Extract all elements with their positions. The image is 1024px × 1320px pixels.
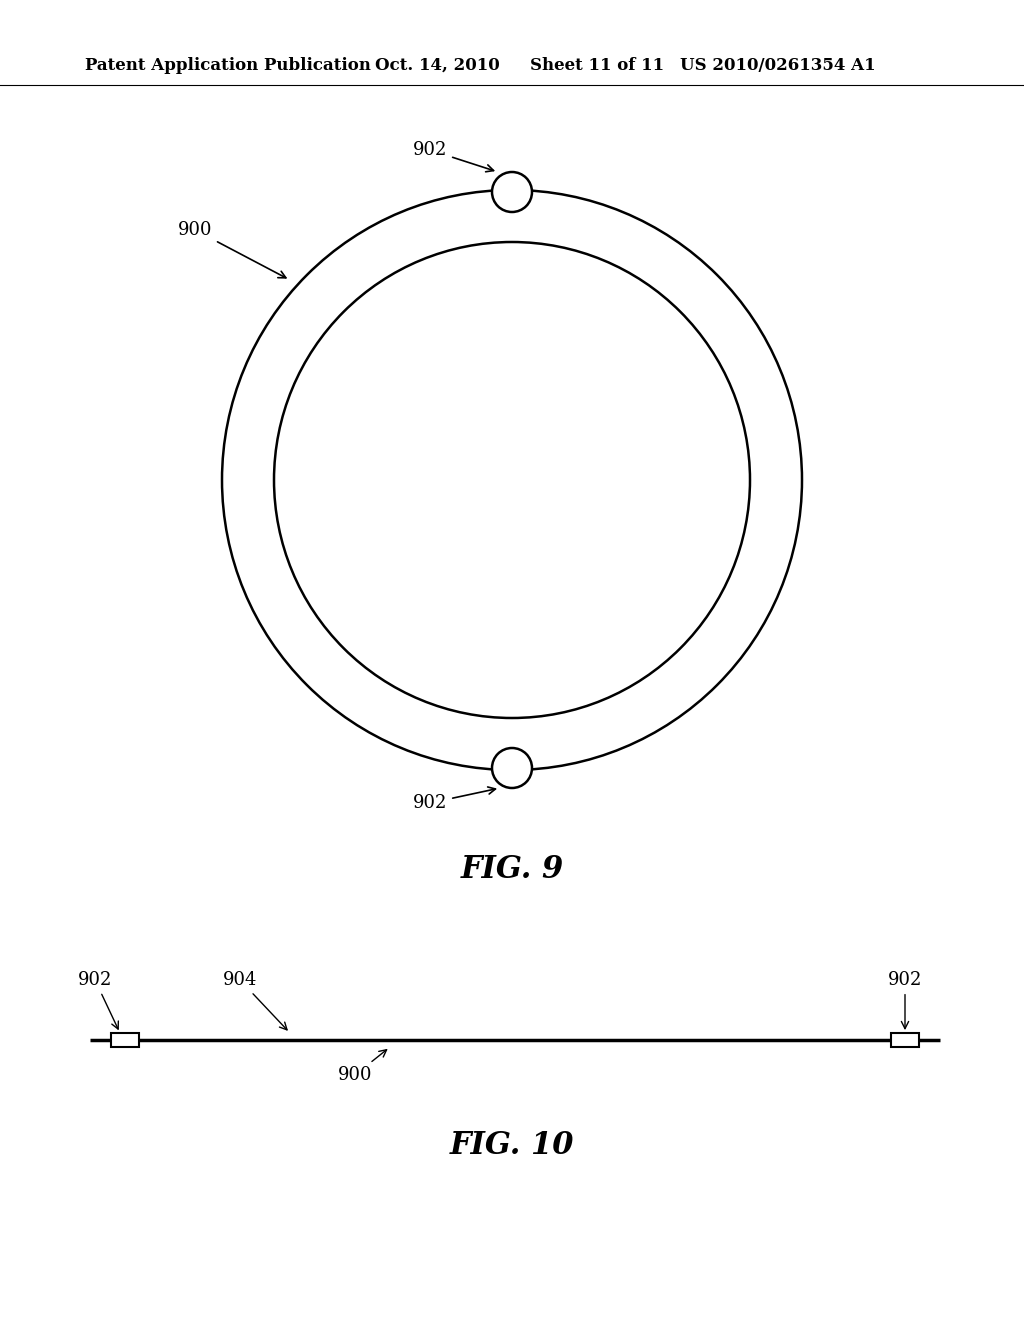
Text: 904: 904 (223, 972, 287, 1030)
Text: 902: 902 (888, 972, 923, 1028)
Text: 902: 902 (78, 972, 119, 1030)
Text: 902: 902 (413, 141, 494, 172)
Text: 902: 902 (413, 787, 496, 812)
Text: FIG. 9: FIG. 9 (461, 854, 563, 886)
Text: US 2010/0261354 A1: US 2010/0261354 A1 (680, 57, 876, 74)
Text: FIG. 10: FIG. 10 (450, 1130, 574, 1160)
Text: 900: 900 (178, 220, 286, 277)
Text: Sheet 11 of 11: Sheet 11 of 11 (530, 57, 665, 74)
Circle shape (492, 748, 532, 788)
Text: Oct. 14, 2010: Oct. 14, 2010 (375, 57, 500, 74)
Bar (111, 1034, 139, 1047)
Text: 900: 900 (338, 1049, 387, 1084)
Circle shape (492, 172, 532, 213)
Bar (891, 1034, 919, 1047)
Text: Patent Application Publication: Patent Application Publication (85, 57, 371, 74)
